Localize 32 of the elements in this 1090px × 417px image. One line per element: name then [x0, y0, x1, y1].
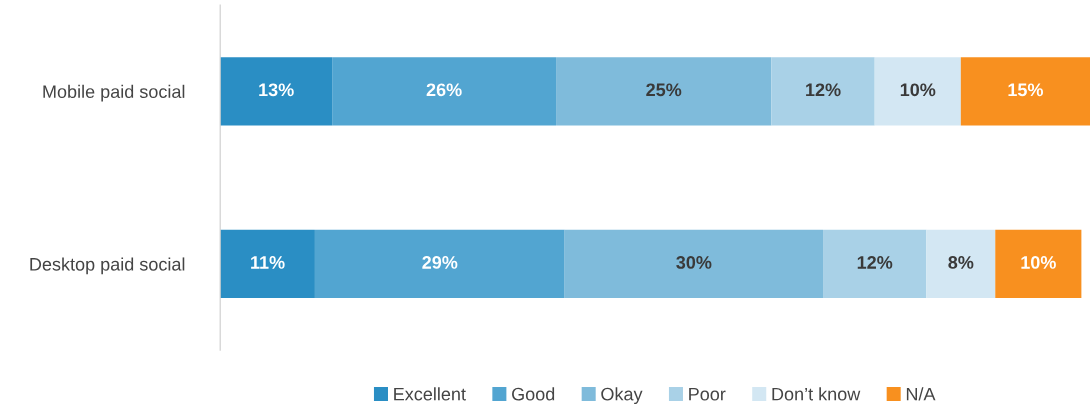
bar	[314, 229, 565, 299]
bar	[220, 57, 333, 126]
y-tick-label: Mobile paid social	[43, 84, 185, 102]
bar	[960, 57, 1090, 126]
data-label: 11%	[251, 256, 285, 269]
legend-label: N/A	[906, 387, 936, 401]
legend-label: Don’t know	[772, 387, 861, 401]
bar	[332, 57, 557, 126]
data-label: 10%	[1021, 256, 1056, 269]
data-label: 25%	[646, 83, 682, 97]
legend-label: Okay	[601, 387, 643, 405]
data-label: 10%	[900, 83, 936, 97]
bar	[874, 57, 961, 126]
bar	[556, 57, 772, 126]
data-label: 8%	[948, 256, 974, 269]
bar	[995, 229, 1082, 299]
data-label: 26%	[426, 83, 462, 97]
data-label: 15%	[1008, 83, 1043, 97]
legend-label: Excellent	[394, 387, 466, 401]
bar	[220, 229, 315, 299]
bar	[564, 229, 824, 299]
data-label: 12%	[857, 256, 893, 269]
y-tick-label: Desktop paid social	[30, 257, 185, 275]
bar	[926, 229, 996, 299]
legend-label: Poor	[689, 387, 726, 401]
data-label: 13%	[259, 83, 294, 97]
bar	[771, 57, 875, 126]
data-label: 29%	[422, 256, 458, 269]
data-label: 12%	[806, 83, 841, 97]
bar	[823, 229, 927, 299]
legend-label: Good	[512, 387, 555, 401]
data-label: 30%	[676, 256, 712, 269]
